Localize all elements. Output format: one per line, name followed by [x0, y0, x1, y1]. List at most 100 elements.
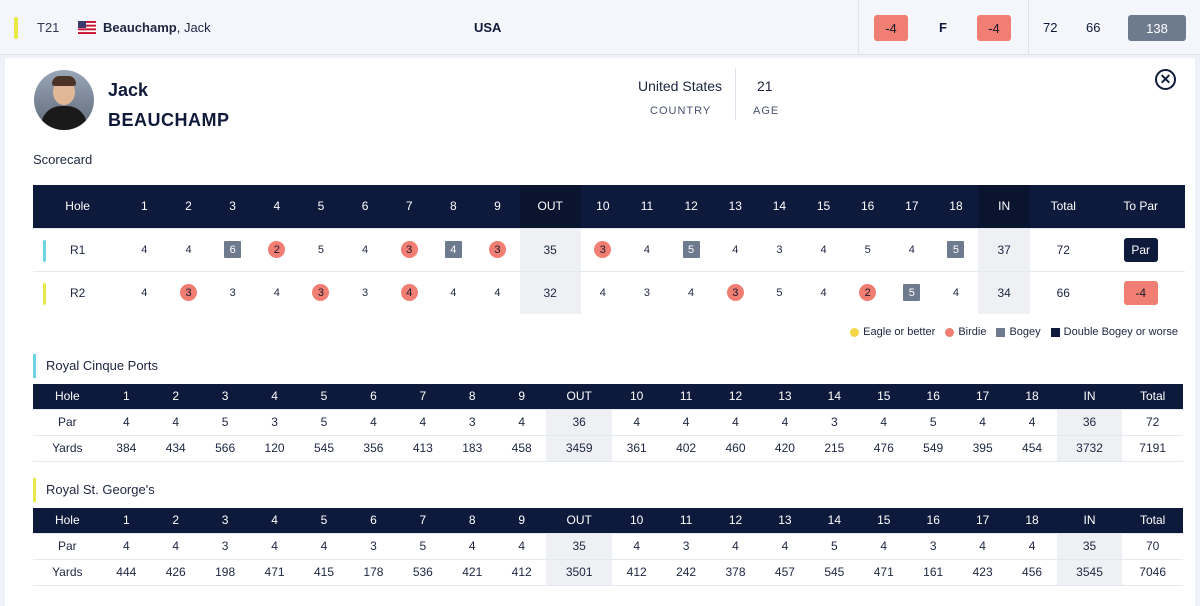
scorecard-header-cell: 13	[713, 185, 758, 228]
hole-score: 3	[298, 270, 343, 314]
hole-score: 3	[343, 270, 388, 314]
course-cell: 536	[398, 558, 448, 586]
course-cell: 4	[249, 508, 300, 533]
course-cell: 4	[101, 532, 152, 559]
course-cell: 16	[908, 508, 958, 533]
scorecard-header-cell: 16	[845, 185, 890, 228]
course-yards-row: Yards 444 426 198 471 415 178 536 421 412 3501 412 2…	[33, 558, 1183, 586]
course-cell: IN	[1056, 508, 1123, 533]
hole-score: 4	[669, 270, 714, 314]
course-cell: 454	[1007, 434, 1057, 462]
scorecard-header-cell: OUT	[519, 185, 581, 228]
course-cell: 10	[611, 384, 662, 409]
course-cell: 471	[859, 558, 909, 586]
hole-score: 4	[801, 270, 846, 314]
course-cell: 4	[760, 532, 810, 559]
close-icon[interactable]: ✕	[1155, 69, 1176, 90]
course-cell: 4	[1007, 408, 1057, 435]
course-cell: 4	[611, 408, 662, 435]
country-label: COUNTRY	[650, 105, 712, 117]
course-cell: 545	[299, 434, 349, 462]
r1-score: 72	[1043, 20, 1058, 35]
to-par-badge: Par	[1123, 237, 1158, 262]
course-par-row: Par 4 4 5 3 5 4 4 3 4 36 4 4 4 4 3 4 5 4 4 36 72	[33, 408, 1183, 435]
course-cell: 7	[398, 384, 448, 409]
hole-score: 4	[801, 227, 846, 271]
course-cell: 415	[299, 558, 349, 586]
course-cell: 5	[299, 408, 349, 435]
legend-item-eagle: Eagle or better	[850, 326, 935, 338]
hole-score: 4	[343, 227, 388, 271]
round-label: R2	[33, 270, 123, 314]
score-legend: Eagle or better Birdie Bogey Double Bogey o…	[850, 326, 1178, 338]
course-cell: 4	[710, 408, 761, 435]
scorecard-header-cell: 15	[801, 185, 846, 228]
round-label: R1	[33, 227, 123, 271]
course-cell: 5	[809, 532, 860, 559]
to-par-cell: -4	[1096, 270, 1185, 314]
course-cell: 7	[398, 508, 448, 533]
course-cell: 476	[859, 434, 909, 462]
course-cell: 420	[760, 434, 810, 462]
course-cell: 242	[661, 558, 711, 586]
hole-score: 3	[624, 270, 670, 314]
bogey-swatch-icon	[996, 327, 1006, 337]
course-cell: 426	[151, 558, 201, 586]
hole-score: 3	[757, 227, 802, 271]
course-cell: 3501	[546, 558, 612, 586]
hole-score: 5	[298, 227, 343, 271]
course-cell: 413	[398, 434, 448, 462]
r2-score: 66	[1086, 20, 1101, 35]
course-cell: 35	[1056, 532, 1123, 559]
player-detail-panel: Jack BEAUCHAMP United States COUNTRY 21 …	[5, 58, 1195, 606]
course-cell: 4	[398, 408, 448, 435]
course-cell: 3	[809, 408, 860, 435]
course-cell: 3	[200, 532, 250, 559]
course-cell: 7046	[1122, 558, 1183, 586]
course-cell: 566	[200, 434, 250, 462]
course-cell: 4	[661, 408, 711, 435]
scorecard-table: Hole 1 2 3 4 5 6 7 8 9 OUT 10 11 12 13 14 15 16 17 18 IN Tota…	[33, 185, 1185, 314]
course-cell: 4	[957, 532, 1008, 559]
course-cell: 2	[151, 508, 201, 533]
hole-score: 3	[166, 270, 211, 314]
today-badge: -4	[977, 15, 1011, 41]
course-cell: 460	[710, 434, 761, 462]
in-total: 37	[978, 227, 1031, 271]
course-title: Royal St. George's	[33, 478, 155, 502]
total-to-par-badge: -4	[874, 15, 908, 41]
course-cell: 471	[249, 558, 300, 586]
hole-score: 2	[254, 227, 299, 271]
course-cell: Yards	[33, 558, 102, 586]
course-cell: 7191	[1122, 434, 1183, 462]
player-country: USA	[474, 20, 502, 35]
course-cell: 36	[1056, 408, 1123, 435]
course-cell: 12	[710, 508, 761, 533]
course-cell: 11	[661, 384, 711, 409]
divider	[735, 68, 736, 120]
course-cell: Total	[1122, 384, 1183, 409]
player-last-name: BEAUCHAMP	[108, 110, 230, 130]
us-flag-icon	[78, 21, 96, 34]
hole-score: 4	[713, 227, 758, 271]
course-cell: 161	[908, 558, 958, 586]
hole-score: 6	[210, 227, 255, 271]
course-cell: 4	[348, 408, 399, 435]
scorecard-header-cell: To Par	[1096, 185, 1185, 228]
to-par-cell: Par	[1096, 227, 1185, 271]
course-cell: 5	[908, 408, 958, 435]
course-cell: 13	[760, 508, 810, 533]
course-cell: 70	[1122, 532, 1183, 559]
course-cell: 378	[710, 558, 761, 586]
round-accent-bar	[14, 17, 18, 39]
scorecard-round-row: R1 4 4 6 2 5 4 3 4 3 35 3 4 5 4 3 4 5 4 5 37 72 Par	[33, 227, 1185, 271]
round-accent-bar	[43, 282, 46, 305]
course-cell: 458	[496, 434, 547, 462]
scorecard-header-cell: 9	[475, 185, 520, 228]
course-cell: 36	[546, 408, 612, 435]
leaderboard-row[interactable]: T21 Beauchamp, Jack USA -4 F -4 72 66 13…	[0, 0, 1200, 55]
scorecard-title: Scorecard	[33, 152, 93, 167]
out-total: 32	[519, 270, 581, 314]
hole-score: 5	[933, 227, 979, 271]
course-cell: 4	[101, 408, 152, 435]
